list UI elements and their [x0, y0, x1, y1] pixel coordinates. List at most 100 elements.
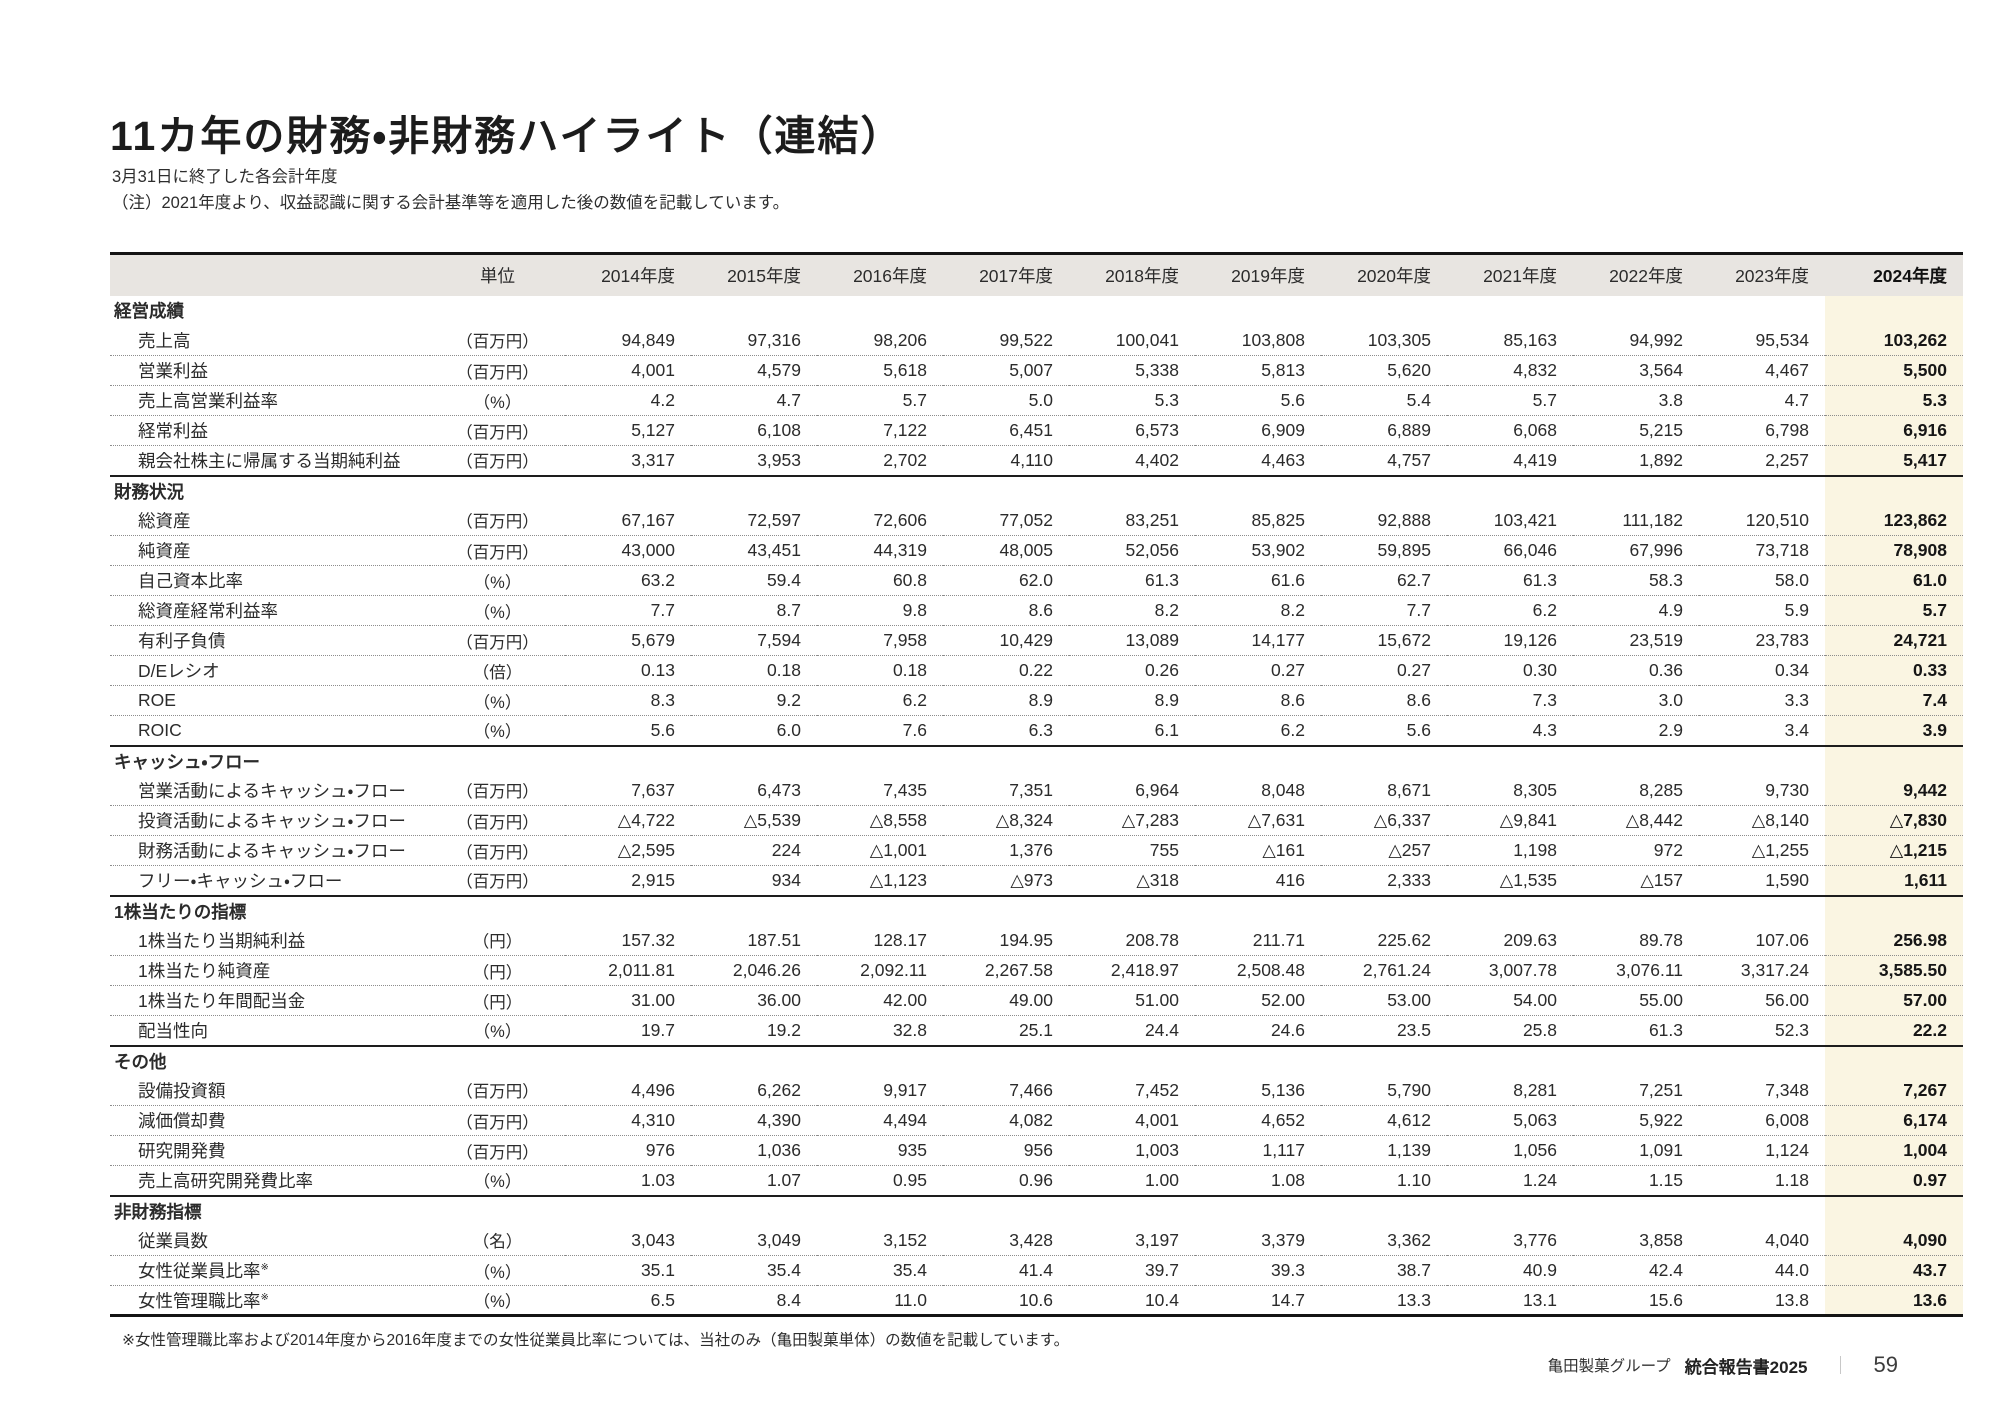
value-cell: 0.97	[1825, 1165, 1963, 1196]
value-cell: 224	[691, 835, 817, 866]
section-value-cell	[817, 1044, 943, 1076]
value-cell: 0.13	[565, 655, 691, 686]
value-cell: 5,500	[1825, 355, 1963, 386]
value-cell: 4,310	[565, 1105, 691, 1136]
section-value-cell	[817, 474, 943, 506]
value-cell: 14.7	[1195, 1285, 1321, 1317]
value-cell: 1,056	[1447, 1135, 1573, 1166]
row-label: フリー・キャッシュ・フロー	[110, 865, 430, 896]
row-unit: （名）	[472, 1233, 523, 1252]
header-spacer-cell	[110, 252, 430, 296]
value-cell: 8.6	[1195, 685, 1321, 716]
row-label: 総資産経常利益率	[110, 595, 430, 626]
value-cell: 416	[1195, 865, 1321, 896]
section-title: 1株当たりの指標	[110, 894, 430, 926]
row-label: 売上高研究開発費比率	[110, 1165, 430, 1196]
row-unit: （%）	[430, 1255, 565, 1286]
value-cell: 54.00	[1447, 985, 1573, 1016]
table-row: 設備投資額 （百万円） 4,496 6,262 9,917 7,466 7,452 5,136…	[110, 1075, 1963, 1106]
section-value-cell	[1447, 1044, 1573, 1076]
section-value-cell	[1447, 744, 1573, 776]
value-cell: 1.07	[691, 1165, 817, 1196]
value-cell: 103,305	[1367, 329, 1431, 350]
value-cell: 1,004	[1825, 1135, 1963, 1166]
value-cell: 100,041	[1115, 329, 1179, 350]
value-cell: 2,257	[1699, 445, 1825, 476]
year-header-cell: 2014年度	[565, 252, 691, 296]
section-value-cell	[1321, 296, 1447, 326]
value-cell: 60.8	[817, 565, 943, 596]
value-cell: 2,092.11	[817, 955, 943, 986]
row-label: 1株当たり純資産	[110, 955, 430, 986]
section-header-row: キャッシュ・フロー	[110, 744, 1963, 776]
table-row: 配当性向 （%） 19.7 19.2 32.8 25.1 24.4 24.6 23.5 25.8 6…	[110, 1015, 1963, 1046]
table-row: 女性管理職比率※ （%） 6.5 8.4 11.0 10.6 10.4 14.7 13.3 13.…	[110, 1285, 1963, 1317]
value-cell: 24,721	[1825, 625, 1963, 656]
row-label: 営業利益	[110, 355, 430, 386]
section-value-cell	[1699, 1044, 1825, 1076]
value-cell: 8.4	[691, 1285, 817, 1317]
value-cell: 157.32	[621, 929, 675, 950]
value-cell: 35.4	[817, 1255, 943, 1286]
value-cell: 4.7	[691, 385, 817, 416]
value-cell: 57.00	[1825, 985, 1963, 1016]
value-cell: 48,005	[943, 535, 1069, 566]
section-value-cell	[1069, 894, 1195, 926]
value-cell: 0.96	[943, 1165, 1069, 1196]
value-cell: 56.00	[1699, 985, 1825, 1016]
value-cell: 23.5	[1321, 1015, 1447, 1046]
section-value-cell	[1699, 894, 1825, 926]
value-cell: 0.27	[1195, 655, 1321, 686]
section-value-cell	[817, 744, 943, 776]
value-cell: 40.9	[1447, 1255, 1573, 1286]
value-cell: 1,036	[691, 1135, 817, 1166]
section-value-cell	[1195, 1194, 1321, 1226]
section-unit-cell	[430, 474, 565, 506]
value-cell: 25.1	[943, 1015, 1069, 1046]
value-cell: △7,631	[1195, 805, 1321, 836]
row-label: 営業活動によるキャッシュ・フロー	[138, 780, 406, 801]
table-row: 減価償却費 （百万円） 4,310 4,390 4,494 4,082 4,001 4,652…	[110, 1105, 1963, 1136]
value-cell: △318	[1069, 865, 1195, 896]
value-cell: 8,281	[1513, 1079, 1557, 1100]
value-cell: 3,953	[691, 445, 817, 476]
value-cell: 13.8	[1699, 1285, 1825, 1317]
row-label: 親会社株主に帰属する当期純利益	[110, 445, 430, 476]
value-cell: 2,046.26	[691, 955, 817, 986]
fiscal-year-note: 3月31日に終了した各会計年度	[112, 168, 338, 186]
section-value-cell	[1069, 296, 1195, 326]
value-cell: 4,463	[1195, 445, 1321, 476]
value-cell: 6.3	[943, 715, 1069, 746]
value-cell: 62.0	[943, 565, 1069, 596]
value-cell: 972	[1573, 835, 1699, 866]
section-value-cell	[943, 744, 1069, 776]
footnote-mark: ※	[260, 1262, 269, 1274]
value-cell: 6,108	[691, 415, 817, 446]
section-value-cell	[565, 474, 691, 506]
value-cell: 8.6	[943, 595, 1069, 626]
value-cell: 5,338	[1069, 355, 1195, 386]
value-cell: 4,757	[1321, 445, 1447, 476]
value-cell: 1.18	[1699, 1165, 1825, 1196]
value-cell: 42.00	[817, 985, 943, 1016]
value-cell: 4,419	[1447, 445, 1573, 476]
value-cell: 6.1	[1069, 715, 1195, 746]
value-cell: 7,452	[1135, 1079, 1179, 1100]
value-cell: △973	[943, 865, 1069, 896]
footer-report-title: 統合報告書2025	[1684, 1357, 1808, 1377]
value-cell: 42.4	[1573, 1255, 1699, 1286]
value-cell: 38.7	[1321, 1255, 1447, 1286]
value-cell: 13.3	[1321, 1285, 1447, 1317]
value-cell: 67,167	[621, 509, 675, 530]
value-cell: 19,126	[1447, 625, 1573, 656]
section-value-cell	[565, 1044, 691, 1076]
value-cell: 61.0	[1825, 565, 1963, 596]
section-value-cell	[817, 1194, 943, 1226]
value-cell: 39.7	[1069, 1255, 1195, 1286]
value-cell: △8,442	[1573, 805, 1699, 836]
value-cell: 103,421	[1493, 509, 1557, 530]
value-cell: 4,496	[631, 1079, 675, 1100]
section-value-cell	[1069, 1194, 1195, 1226]
footer-company-name: 亀田製菓グループ	[1547, 1358, 1671, 1375]
value-cell: 4,402	[1069, 445, 1195, 476]
